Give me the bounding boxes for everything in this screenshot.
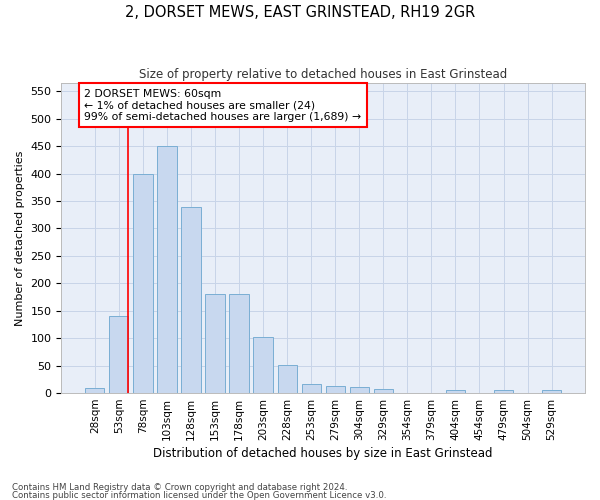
Text: Contains HM Land Registry data © Crown copyright and database right 2024.: Contains HM Land Registry data © Crown c… [12, 484, 347, 492]
Text: 2 DORSET MEWS: 60sqm
← 1% of detached houses are smaller (24)
99% of semi-detach: 2 DORSET MEWS: 60sqm ← 1% of detached ho… [84, 88, 361, 122]
Bar [446, 390, 465, 393]
Title: Size of property relative to detached houses in East Grinstead: Size of property relative to detached ho… [139, 68, 508, 80]
Bar [350, 387, 369, 393]
Bar [205, 294, 224, 393]
Bar [85, 388, 104, 393]
Bar [157, 146, 176, 393]
Bar [278, 364, 297, 393]
Bar [494, 390, 513, 393]
Bar [542, 390, 561, 393]
Bar [253, 336, 273, 393]
Bar [181, 206, 200, 393]
Bar [133, 174, 152, 393]
Text: 2, DORSET MEWS, EAST GRINSTEAD, RH19 2GR: 2, DORSET MEWS, EAST GRINSTEAD, RH19 2GR [125, 5, 475, 20]
Bar [229, 294, 248, 393]
X-axis label: Distribution of detached houses by size in East Grinstead: Distribution of detached houses by size … [154, 447, 493, 460]
Bar [326, 386, 345, 393]
Bar [374, 388, 393, 393]
Bar [109, 316, 128, 393]
Bar [302, 384, 321, 393]
Y-axis label: Number of detached properties: Number of detached properties [15, 150, 25, 326]
Text: Contains public sector information licensed under the Open Government Licence v3: Contains public sector information licen… [12, 490, 386, 500]
